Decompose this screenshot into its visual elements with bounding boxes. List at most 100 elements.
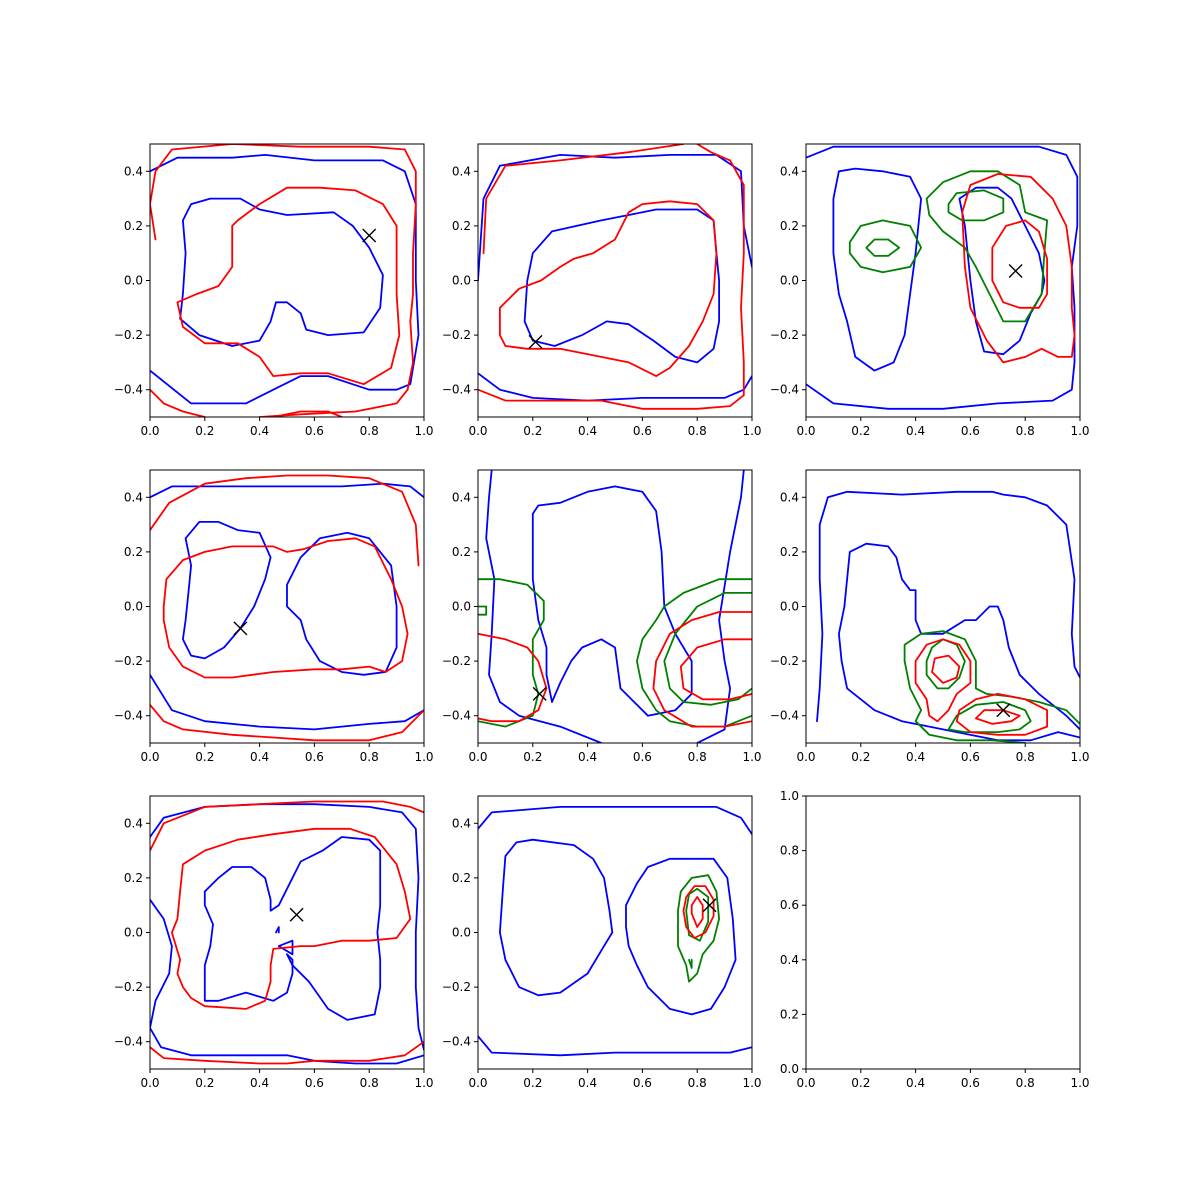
contour-group xyxy=(150,800,424,1065)
contour-blue xyxy=(478,372,752,402)
contour-group xyxy=(806,145,1079,410)
contour-red xyxy=(955,693,1048,736)
y-tick-label: −0.2 xyxy=(442,654,471,668)
x-tick-label: 0.6 xyxy=(305,424,324,438)
contour-red xyxy=(690,896,704,928)
y-tick-label: 0.4 xyxy=(780,953,799,967)
y-tick-label: −0.2 xyxy=(114,328,143,342)
contour-red xyxy=(914,638,972,723)
contour-red xyxy=(150,474,420,567)
contour-blue xyxy=(499,838,614,997)
y-tick-label: 0.4 xyxy=(452,164,471,178)
contour-red xyxy=(150,388,206,417)
x-tick-label: 0.2 xyxy=(523,1076,542,1090)
x-tick-label: 0.6 xyxy=(633,424,652,438)
x-tick-label: 1.0 xyxy=(742,1076,761,1090)
contour-red xyxy=(975,709,1021,725)
axes-frame xyxy=(805,795,1081,1070)
plot-background xyxy=(806,144,1080,417)
y-tick-label: −0.4 xyxy=(770,709,799,723)
contour-blue xyxy=(150,482,424,499)
y-tick-label: 0.2 xyxy=(780,219,799,233)
contour-green xyxy=(478,605,488,616)
y-tick-label: 0.0 xyxy=(124,600,143,614)
y-tick-label: 0.2 xyxy=(124,545,143,559)
contour-red xyxy=(162,537,409,679)
y-tick-label: 0.2 xyxy=(124,871,143,885)
y-tick-label: 0.0 xyxy=(452,274,471,288)
x-tick-label: 0.8 xyxy=(360,424,379,438)
contour-green xyxy=(677,874,720,983)
contour-green xyxy=(848,219,922,274)
contour-blue xyxy=(478,806,752,836)
x-tick-label: 0.0 xyxy=(796,1076,815,1090)
x-tick-label: 0.6 xyxy=(961,750,980,764)
x-tick-label: 0.2 xyxy=(195,1076,214,1090)
x-tick-label: 0.0 xyxy=(796,424,815,438)
contour-red xyxy=(176,186,401,386)
contour-group xyxy=(478,470,752,743)
x-tick-label: 1.0 xyxy=(414,1076,433,1090)
contour-red xyxy=(150,144,417,417)
subplot-8: 0.0 0.2 0.4 0.6 0.8 1.0 −0.4 −0.2 0.0 0.2 0.4 xyxy=(442,795,762,1090)
y-tick-label: 0.4 xyxy=(780,164,799,178)
contour-red xyxy=(171,827,412,1010)
subplot-1: 0.0 0.2 0.4 0.6 0.8 1.0 −0.4 −0.2 0.0 0.2 0.4 xyxy=(114,143,434,438)
x-marker xyxy=(528,334,543,349)
contour-red xyxy=(682,885,715,939)
x-tick-label: 0.6 xyxy=(961,424,980,438)
contour-blue xyxy=(150,154,420,405)
x-tick-label: 0.0 xyxy=(468,424,487,438)
contour-blue xyxy=(203,890,294,1002)
x-marker xyxy=(362,228,377,243)
x-tick-label: 0.4 xyxy=(250,424,269,438)
contour-green xyxy=(903,630,1080,725)
x-tick-label: 0.2 xyxy=(523,750,542,764)
x-tick-label: 0.4 xyxy=(250,1076,269,1090)
x-tick-label: 0.0 xyxy=(140,424,159,438)
contour-green xyxy=(688,958,693,969)
contour-red xyxy=(150,703,424,742)
contour-blue xyxy=(832,167,922,372)
x-tick-label: 1.0 xyxy=(1070,750,1089,764)
y-tick-label: 0.2 xyxy=(452,219,471,233)
contour-green xyxy=(685,887,710,942)
x-marker xyxy=(996,703,1011,718)
x-tick-label: 0.8 xyxy=(1016,424,1035,438)
x-tick-label: 0.6 xyxy=(961,1076,980,1090)
y-tick-label: −0.2 xyxy=(770,654,799,668)
plot-background xyxy=(478,144,752,417)
y-tick-label: 0.2 xyxy=(124,219,143,233)
contour-group xyxy=(478,806,752,1057)
x-tick-label: 1.0 xyxy=(414,424,433,438)
x-marker xyxy=(1008,263,1023,278)
x-tick-label: 0.8 xyxy=(688,424,707,438)
y-tick-label: −0.4 xyxy=(442,1035,471,1049)
contour-group xyxy=(816,490,1080,743)
subplot-5: 0.0 0.2 0.4 0.6 0.8 1.0 −0.4 −0.2 0.0 0.2 0.4 xyxy=(442,469,762,764)
x-tick-label: 0.8 xyxy=(360,1076,379,1090)
y-tick-label: 0.0 xyxy=(452,926,471,940)
y-tick-label: −0.2 xyxy=(442,980,471,994)
x-tick-label: 0.4 xyxy=(906,424,925,438)
x-marker xyxy=(702,898,717,913)
x-tick-label: 1.0 xyxy=(1070,424,1089,438)
contour-group xyxy=(150,144,420,417)
contour-blue xyxy=(625,857,737,1016)
contour-red xyxy=(679,638,752,701)
x-tick-label: 0.6 xyxy=(633,1076,652,1090)
y-tick-label: 0.0 xyxy=(780,274,799,288)
contour-green xyxy=(663,592,752,706)
contour-red xyxy=(652,611,752,728)
contour-green xyxy=(947,701,1032,733)
x-tick-label: 1.0 xyxy=(1070,1076,1089,1090)
x-tick-label: 0.4 xyxy=(250,750,269,764)
x-tick-label: 0.2 xyxy=(851,424,870,438)
y-tick-label: 0.0 xyxy=(780,1062,799,1076)
contour-green xyxy=(925,638,966,690)
x-tick-label: 0.6 xyxy=(305,750,324,764)
subplot-4: 0.0 0.2 0.4 0.6 0.8 1.0 −0.4 −0.2 0.0 0.2 0.4 xyxy=(114,469,434,764)
x-tick-label: 0.6 xyxy=(305,1076,324,1090)
y-tick-label: 0.4 xyxy=(780,490,799,504)
subplot-6: 0.0 0.2 0.4 0.6 0.8 1.0 −0.4 −0.2 0.0 0.2 0.4 xyxy=(770,469,1090,764)
